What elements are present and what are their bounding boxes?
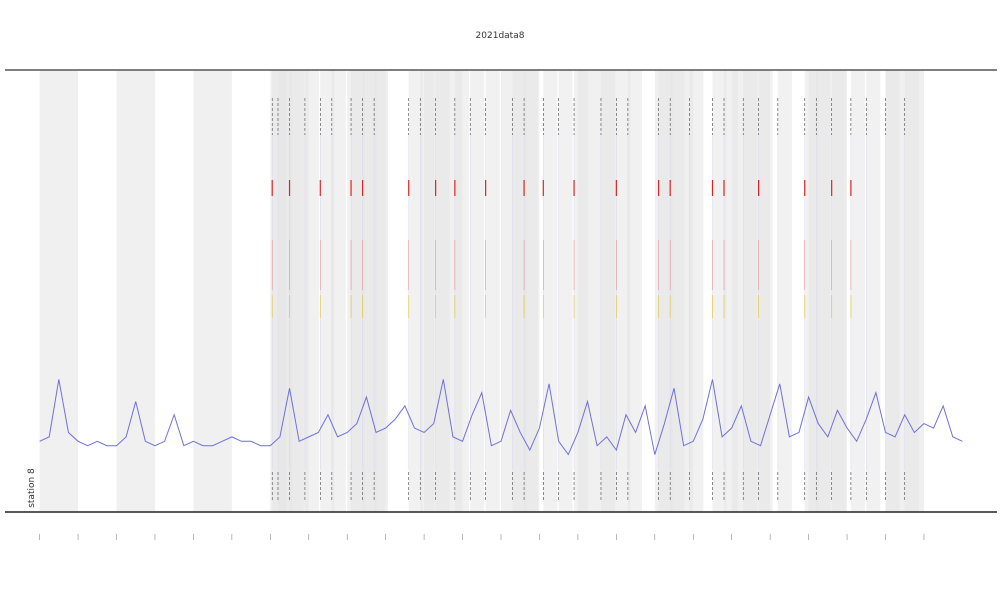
event-band [724,70,739,512]
event-band [831,70,846,512]
event-band [320,70,335,512]
event-band [658,70,673,512]
event-band [777,70,792,512]
event-band [616,70,631,512]
event-band [362,70,377,512]
event-band [435,70,450,512]
event-band [524,70,539,512]
event-band [558,70,573,512]
line [39,379,963,456]
event-band [485,70,500,512]
event-band [512,70,527,512]
event-band [670,70,685,512]
event-band [543,70,558,512]
legend-label: station 8 [27,468,37,508]
shaded-band [39,70,79,512]
event-band [885,70,900,512]
event-band [689,70,704,512]
event-band [420,70,435,512]
event-band [904,70,919,512]
event-band [331,70,346,512]
event-band [866,70,881,512]
event-band [470,70,485,512]
event-band [627,70,642,512]
event-band [304,70,319,512]
event-band [454,70,469,512]
event-band [816,70,831,512]
event-band [574,70,589,512]
event-band [743,70,758,512]
chart-title: 2021data8 [476,31,525,41]
event-band [850,70,865,512]
event-band [289,70,304,512]
event-band [600,70,615,512]
event-band [758,70,773,512]
event-band [804,70,819,512]
shaded-band [116,70,155,512]
event-band [374,70,389,512]
event-band [408,70,423,512]
shaded-band [193,70,232,512]
event-band [277,70,292,512]
event-band [351,70,366,512]
